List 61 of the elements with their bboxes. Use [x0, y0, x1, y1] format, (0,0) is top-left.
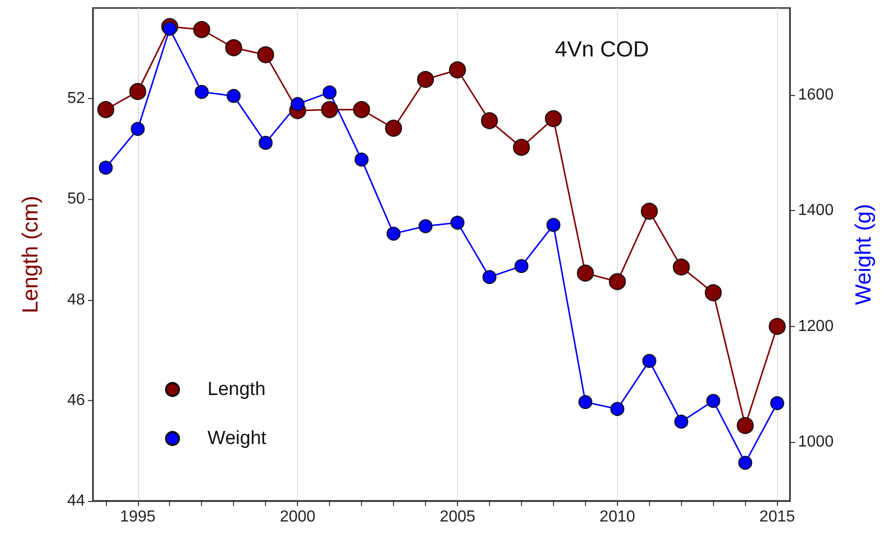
point: [386, 226, 401, 241]
point: [674, 414, 688, 429]
point: [770, 396, 784, 410]
y-axis-title: Length (cm): [18, 196, 42, 314]
point: [544, 110, 562, 128]
text: 4Vn COD: [554, 36, 650, 62]
y2-axis-title: Weight (g): [850, 204, 876, 306]
point: [258, 136, 273, 150]
x-tick-label: 2000: [280, 508, 316, 526]
x-tick-label: 2010: [600, 508, 636, 526]
point: [736, 417, 754, 434]
point: [512, 138, 530, 156]
y2-tick-label: 1200: [798, 318, 834, 335]
point: [704, 284, 722, 302]
point: [672, 258, 690, 276]
point: [225, 39, 242, 56]
point: [738, 456, 752, 470]
x-tick-label: 2005: [440, 508, 476, 526]
point: [546, 218, 560, 232]
point: [353, 101, 370, 118]
point: [322, 85, 337, 100]
point: [418, 219, 433, 234]
point: [385, 120, 402, 137]
point: [642, 354, 656, 368]
point: [193, 21, 210, 38]
point: [417, 70, 434, 88]
point: [290, 97, 305, 112]
point: [97, 101, 114, 118]
point: [608, 273, 626, 290]
y2-tick-label: 1600: [798, 86, 834, 104]
point: [354, 152, 369, 167]
point: [768, 318, 786, 335]
point: [482, 270, 496, 284]
point: [321, 101, 338, 118]
x-tick-label: 2015: [759, 508, 796, 526]
y-tick-label: 44: [67, 492, 86, 510]
x-tick-label: 1995: [120, 508, 156, 526]
point: [194, 84, 209, 99]
legend-label: Weight: [208, 428, 268, 449]
point: [706, 394, 720, 408]
y-tick-label: 46: [67, 392, 86, 409]
point: [610, 402, 624, 416]
point: [480, 112, 498, 130]
point: [98, 160, 113, 175]
point: [257, 46, 274, 64]
point: [576, 264, 594, 282]
point: [449, 61, 466, 78]
y2-tick-label: 1400: [798, 202, 834, 220]
y-tick-label: 50: [67, 190, 86, 208]
point: [450, 216, 464, 230]
point: [129, 83, 146, 100]
point: [514, 259, 528, 274]
point: [162, 22, 177, 36]
y-tick-label: 48: [67, 291, 86, 308]
legend-label: Length: [208, 379, 266, 400]
point: [226, 88, 241, 103]
point: [640, 202, 658, 220]
y-tick-label: 52: [67, 90, 86, 108]
y2-tick-label: 1000: [798, 433, 834, 450]
point: [130, 122, 145, 136]
point: [578, 395, 592, 410]
